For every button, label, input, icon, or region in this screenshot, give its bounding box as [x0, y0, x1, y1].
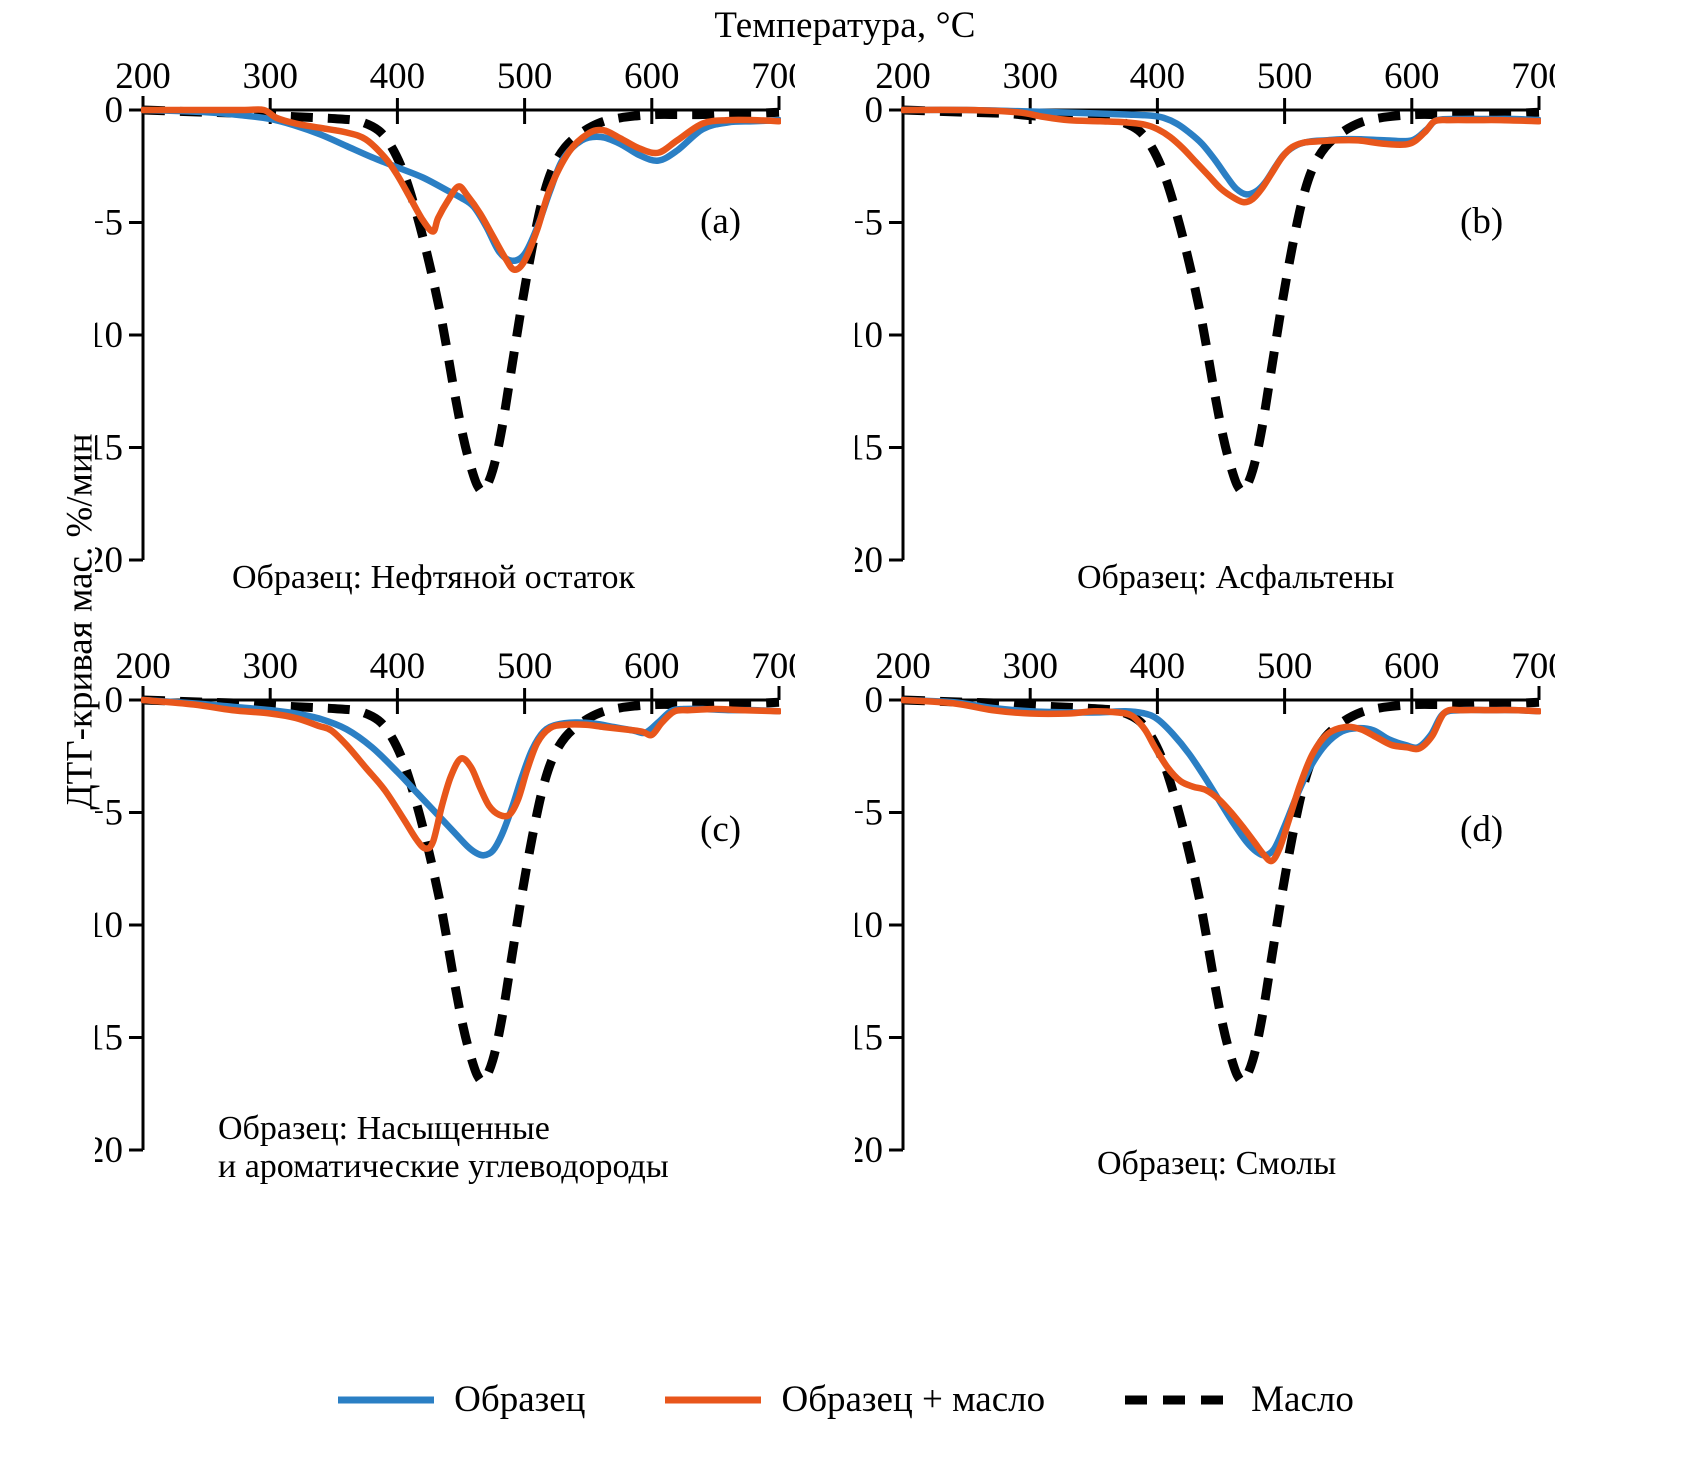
svg-text:0: 0	[105, 90, 124, 131]
svg-text:500: 500	[1257, 58, 1313, 97]
svg-text:−10: −10	[95, 905, 123, 946]
svg-text:600: 600	[624, 58, 680, 97]
svg-text:0: 0	[865, 680, 884, 721]
panel-c-plot: 200 300 400 500 600 700 0 −5 −10 −15 −20	[95, 648, 795, 1171]
svg-text:500: 500	[1257, 648, 1313, 687]
svg-text:200: 200	[875, 648, 931, 687]
panel-c-caption-line2: и ароматические углеводороды	[218, 1148, 669, 1186]
legend-label-sample-oil: Образец + масло	[781, 1379, 1046, 1420]
svg-text:300: 300	[242, 58, 298, 97]
svg-text:−15: −15	[855, 428, 883, 469]
svg-text:600: 600	[1384, 648, 1440, 687]
svg-text:300: 300	[1002, 648, 1057, 687]
svg-text:300: 300	[1002, 58, 1057, 97]
panel-a-caption: Образец: Нефтяной остаток	[232, 559, 635, 596]
svg-text:200: 200	[115, 58, 171, 97]
svg-text:400: 400	[1130, 648, 1186, 687]
svg-text:600: 600	[1384, 58, 1440, 97]
svg-text:−15: −15	[95, 428, 123, 469]
svg-text:700: 700	[1511, 648, 1555, 687]
legend: Образец Образец + масло Масло	[0, 1378, 1690, 1421]
panel-c-caption: Образец: Насыщенные и ароматические угле…	[218, 1110, 778, 1186]
svg-text:0: 0	[865, 90, 884, 131]
panel-d-tag: (d)	[1460, 809, 1504, 850]
svg-text:300: 300	[242, 648, 298, 687]
panel-d-plot: 200 300 400 500 600 700 0 −5 −10 −15 −20	[855, 648, 1555, 1171]
svg-text:−5: −5	[95, 203, 123, 244]
svg-text:−20: −20	[855, 1130, 883, 1171]
svg-text:500: 500	[497, 648, 552, 687]
panel-a-tag: (a)	[700, 201, 742, 242]
panel-d: 200 300 400 500 600 700 0 −5 −10 −15 −20	[855, 648, 1555, 1208]
legend-swatch-sample-oil	[665, 1396, 762, 1403]
svg-text:0: 0	[105, 680, 124, 721]
panel-b: 200 300 400 500 600 700 0 −5 −10 −15 −20	[855, 58, 1555, 618]
svg-text:−20: −20	[95, 540, 123, 581]
panel-b-caption: Образец: Асфальтены	[1077, 559, 1395, 596]
svg-text:200: 200	[115, 648, 171, 687]
panel-d-caption: Образец: Смолы	[1097, 1145, 1337, 1182]
svg-text:400: 400	[370, 58, 426, 97]
svg-text:700: 700	[1511, 58, 1555, 97]
svg-text:−20: −20	[95, 1130, 123, 1171]
svg-text:−15: −15	[95, 1018, 123, 1059]
panel-b-plot: 200 300 400 500 600 700 0 −5 −10 −15 −20	[855, 58, 1555, 581]
panel-c-caption-line1: Образец: Насыщенные	[218, 1110, 550, 1147]
legend-item-sample: Образец	[336, 1378, 585, 1421]
legend-swatch-sample	[338, 1396, 435, 1403]
panel-a: 200 300 400 500 600 700 0 −5 −10 −15 −20	[95, 58, 795, 618]
legend-label-oil: Масло	[1251, 1379, 1354, 1420]
panel-b-tag: (b)	[1460, 201, 1504, 242]
svg-text:−10: −10	[855, 905, 883, 946]
svg-text:−20: −20	[855, 540, 883, 581]
svg-text:−5: −5	[95, 793, 123, 834]
svg-text:−10: −10	[95, 315, 123, 356]
legend-label-sample: Образец	[454, 1379, 586, 1420]
svg-text:200: 200	[875, 58, 931, 97]
legend-swatch-oil	[1125, 1395, 1232, 1404]
legend-item-sample-oil: Образец + масло	[663, 1378, 1045, 1421]
svg-text:−15: −15	[855, 1018, 883, 1059]
svg-text:−5: −5	[855, 793, 883, 834]
svg-text:400: 400	[370, 648, 426, 687]
svg-text:700: 700	[751, 58, 795, 97]
svg-text:400: 400	[1130, 58, 1186, 97]
svg-text:700: 700	[751, 648, 795, 687]
svg-text:500: 500	[497, 58, 552, 97]
x-axis-title: Температура, °C	[714, 5, 976, 46]
panel-c: 200 300 400 500 600 700 0 −5 −10 −15 −20	[95, 648, 795, 1208]
svg-text:−5: −5	[855, 203, 883, 244]
panel-c-tag: (c)	[700, 809, 742, 850]
svg-text:600: 600	[624, 648, 680, 687]
svg-text:−10: −10	[855, 315, 883, 356]
legend-item-oil: Масло	[1123, 1378, 1354, 1421]
panel-a-plot: 200 300 400 500 600 700 0 −5 −10 −15 −20	[95, 58, 795, 581]
